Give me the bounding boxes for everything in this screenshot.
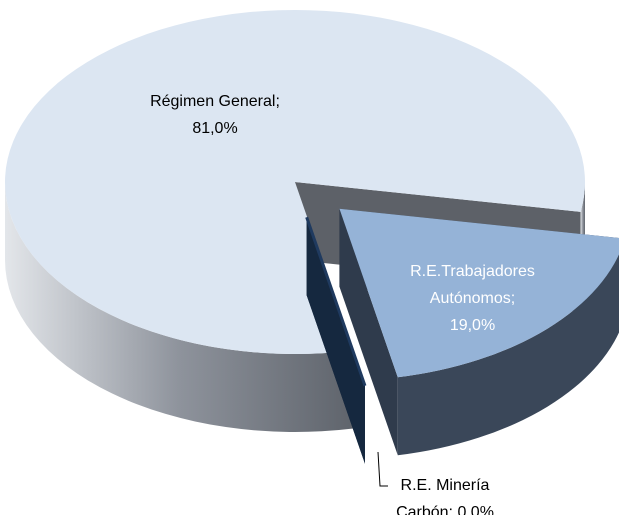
label-separator: ;	[448, 504, 453, 515]
label-category: R.E. Minería Carbón	[396, 477, 490, 515]
slice-side	[5, 182, 354, 432]
slice-top	[339, 208, 619, 378]
slice-wall	[306, 217, 365, 464]
label-value: 19,0%	[449, 317, 496, 334]
slice-top	[305, 216, 367, 387]
leader-line	[377, 451, 388, 487]
slice-wall	[339, 208, 398, 456]
slice-top	[5, 10, 586, 354]
pie-slice	[339, 208, 619, 456]
label-value: 81,0%	[192, 120, 238, 137]
label-category: R.E.Trabajadores Autónomos	[410, 263, 535, 307]
slice-side	[397, 254, 619, 456]
label-value: 0,0%	[457, 504, 494, 515]
data-label: R.E.Trabajadores Autónomos; 19,0%	[390, 258, 555, 339]
label-category: Régimen General	[150, 93, 276, 110]
label-separator: ;	[510, 290, 516, 307]
data-label: R.E. Minería Carbón; 0,0%	[386, 472, 504, 515]
data-label: Régimen General; 81,0%	[140, 88, 290, 142]
pie-slice	[305, 216, 367, 464]
label-separator: ;	[275, 93, 280, 110]
